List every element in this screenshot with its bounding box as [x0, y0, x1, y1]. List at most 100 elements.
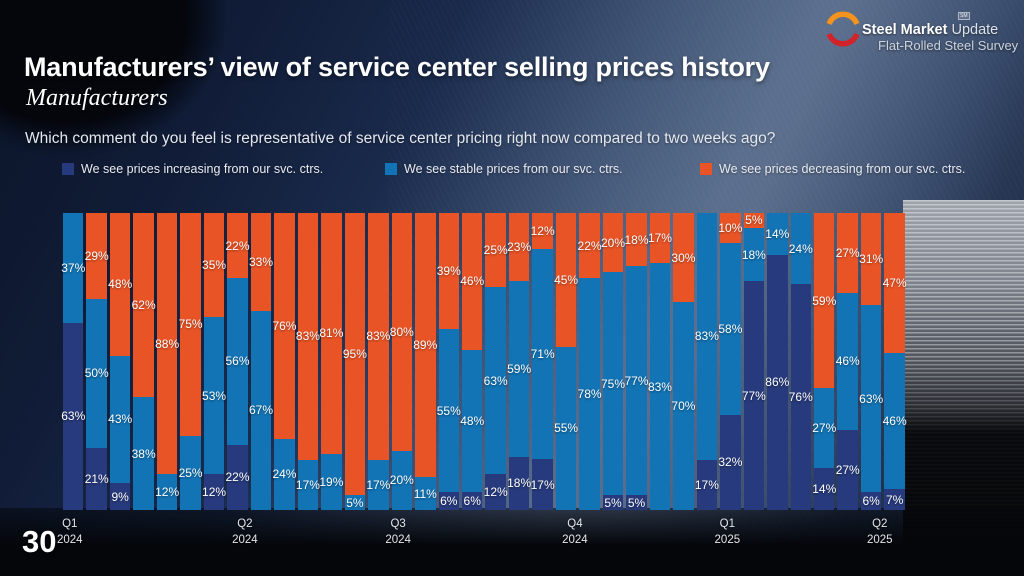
bar-segment-stable: 46%	[883, 352, 907, 490]
bar-segment-value: 21%	[84, 471, 109, 486]
chart-bar: 22% 78%	[577, 213, 602, 510]
x-axis-label: Q2 2024	[232, 518, 258, 546]
chart-bar: 14% 86%	[765, 213, 790, 510]
bar-segment-value: 5%	[604, 495, 622, 510]
chart-bar: 30% 70%	[671, 213, 696, 510]
bar-segment-value: 86%	[765, 375, 790, 390]
bar-segment-value: 19%	[319, 474, 344, 489]
x-axis-label: Q2 2025	[866, 518, 893, 546]
bar-segment-value: 46%	[835, 354, 860, 369]
bar-segment-value: 89%	[413, 338, 438, 353]
bar-segment-value: 70%	[671, 399, 696, 414]
chart-bar: 48% 43% 9%	[108, 213, 133, 510]
bar-segment-value: 25%	[178, 465, 203, 480]
bar-segment-value: 39%	[436, 263, 461, 278]
bar-segment-decreasing: 75%	[179, 213, 203, 436]
bar-segment-increasing: 12%	[202, 474, 226, 510]
chart-bar: 39% 55% 6%	[436, 213, 461, 510]
bar-segment-stable: 55%	[437, 328, 461, 493]
bar-segment-value: 29%	[84, 249, 109, 264]
bar-segment-stable: 43%	[108, 355, 133, 484]
survey-question: Which comment do you feel is representat…	[25, 130, 776, 147]
bar-segment-value: 18%	[741, 247, 766, 262]
bar-segment-value: 30%	[671, 250, 696, 265]
bar-segment-value: 62%	[131, 298, 156, 313]
chart-bar: 80% 20%	[390, 213, 414, 510]
bar-segment-decreasing: 48%	[108, 213, 132, 356]
chart-bar: 46% 48% 6%	[460, 213, 485, 510]
bar-segment-value: 58%	[718, 321, 743, 336]
bar-segment-decreasing: 83%	[296, 213, 320, 460]
chart-plot: 37% 63% 29% 50% 21% 48% 43% 9% 62% 38% 88% 12% 75% 25…	[61, 213, 907, 510]
x-axis-label: Q1 2024	[56, 518, 83, 546]
bar-segment-increasing: 32%	[718, 414, 742, 510]
bar-segment-decreasing: 10%	[718, 213, 742, 243]
bar-segment-stable: 11%	[414, 477, 437, 510]
bar-segment-value: 95%	[342, 347, 367, 362]
chart-bar: 23% 59% 18%	[507, 213, 532, 510]
chart-bar: 88% 12%	[155, 213, 180, 510]
bar-segment-value: 88%	[155, 336, 180, 351]
legend-swatch-stable	[385, 163, 397, 175]
page-number: 30	[22, 524, 57, 559]
x-axis: Q1 2024 Q2 2024 Q3 2024 Q4 2024 Q1 2025 Q2 2025	[57, 517, 905, 551]
bar-segment-value: 20%	[601, 235, 626, 250]
bar-segment-value: 67%	[248, 403, 273, 418]
bar-segment-value: 24%	[788, 241, 813, 256]
bar-segment-value: 33%	[248, 255, 273, 269]
bar-segment-decreasing: 25%	[483, 213, 508, 288]
bar-segment-stable: 5%	[344, 495, 366, 510]
chart-bar: 59% 27% 14%	[812, 213, 836, 510]
bar-segment-increasing: 17%	[531, 459, 555, 510]
bar-segment-increasing: 6%	[438, 492, 459, 510]
bar-segment-decreasing: 80%	[390, 213, 414, 451]
bar-segment-value: 12%	[155, 485, 180, 500]
chart-bar: 95% 5%	[342, 213, 367, 510]
x-axis-label: Q3 2024	[385, 518, 411, 546]
bar-segment-value: 63%	[61, 409, 86, 424]
bar-segment-decreasing: 17%	[648, 213, 672, 264]
bar-segment-value: 63%	[859, 391, 884, 406]
bar-segment-decreasing: 89%	[413, 213, 438, 478]
x-axis-label: Q4 2024	[562, 518, 588, 546]
bar-segment-value: 55%	[554, 421, 579, 436]
bar-segment-value: 12%	[483, 485, 508, 500]
chart-bar: 18% 77% 5%	[624, 213, 649, 510]
bar-segment-value: 47%	[882, 275, 907, 290]
bar-segment-decreasing: 39%	[436, 213, 461, 329]
bar-segment-stable: 24%	[788, 213, 813, 285]
bar-segment-value: 77%	[741, 388, 766, 403]
bar-segment-decreasing: 23%	[507, 213, 531, 282]
bar-segment-decreasing: 83%	[366, 213, 390, 460]
bar-segment-value: 17%	[295, 477, 320, 492]
bar-segment-increasing: 6%	[461, 492, 483, 510]
chart-bar: 20% 75% 5%	[601, 213, 626, 510]
bar-segment-value: 78%	[577, 387, 602, 402]
legend-item-increasing: We see prices increasing from our svc. c…	[62, 162, 323, 176]
bar-segment-value: 83%	[647, 379, 672, 394]
bar-segment-value: 43%	[108, 412, 133, 427]
bar-segment-stable: 17%	[366, 459, 390, 510]
bar-segment-value: 48%	[460, 413, 485, 428]
bar-segment-value: 24%	[272, 467, 297, 482]
bar-segment-stable: 48%	[460, 349, 485, 493]
bar-segment-stable: 17%	[295, 459, 320, 510]
chart-bar: 83% 17%	[366, 213, 390, 510]
bar-segment-increasing: 5%	[626, 495, 647, 510]
legend-label-increasing: We see prices increasing from our svc. c…	[81, 162, 324, 176]
bar-segment-stable: 58%	[718, 242, 743, 415]
bar-segment-increasing: 5%	[602, 495, 624, 510]
chart-bar: 12% 71% 17%	[531, 213, 555, 510]
chart-bar: 75% 25%	[178, 213, 203, 510]
bar-segment-decreasing: 81%	[319, 213, 343, 454]
bar-segment-value: 22%	[577, 238, 602, 253]
bar-segment-increasing: 77%	[741, 281, 766, 510]
bar-segment-value: 5%	[627, 495, 646, 510]
bar-segment-increasing: 22%	[226, 444, 250, 510]
bar-segment-value: 18%	[507, 476, 532, 491]
chart-bar: 45% 55%	[554, 213, 579, 510]
bar-segment-value: 25%	[483, 243, 508, 258]
bar-segment-stable: 25%	[178, 435, 203, 510]
bar-segment-decreasing: 46%	[460, 213, 484, 350]
logo-brand-bold: Steel Market	[862, 22, 948, 38]
